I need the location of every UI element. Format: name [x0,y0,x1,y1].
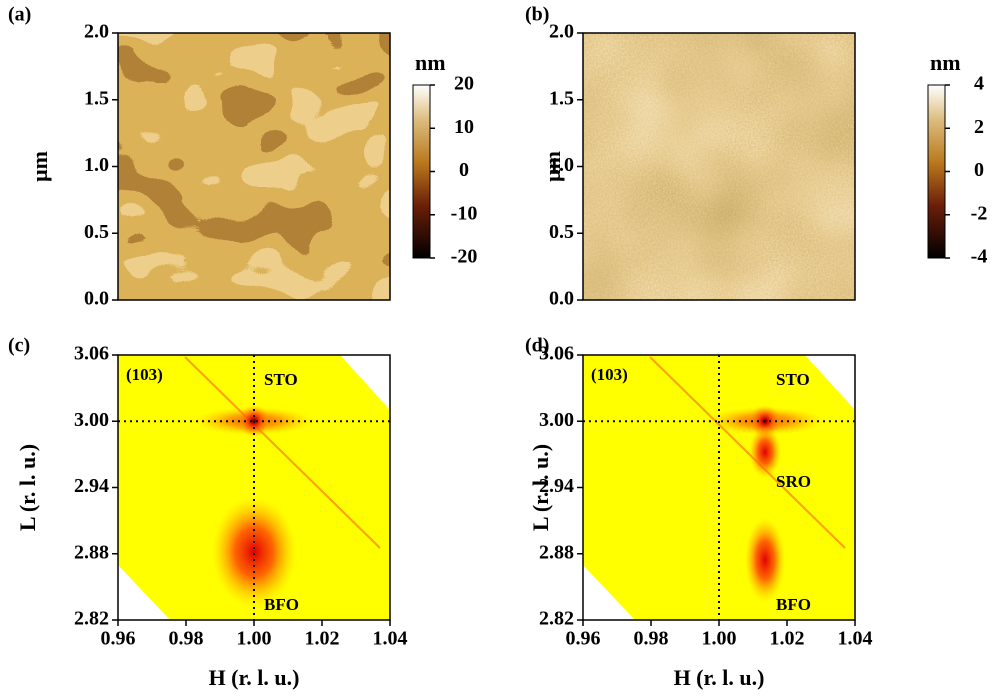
colorbar-tick-label: -2 [971,202,988,224]
y-tick-label: 2.94 [539,475,574,497]
colorbar-tick-label: 20 [454,73,474,95]
afm-image [583,33,855,300]
x-tick-label: 0.98 [169,628,204,650]
y-axis-title: μm [540,151,565,182]
colorbar [927,84,946,259]
colorbar-tick-label: -20 [451,246,478,268]
y-tick-label: 1.0 [84,154,109,176]
annotation: SRO [776,472,811,491]
y-tick-label: 1.5 [84,87,109,109]
y-tick-label: 2.0 [84,21,109,43]
y-tick-label: 2.82 [74,608,109,630]
x-tick-label: 1.00 [237,628,272,650]
y-tick-label: 3.06 [539,343,574,365]
colorbar-tick-label: 2 [974,116,984,138]
y-tick-label: 0.5 [84,221,109,243]
colorbar-tick-label: -4 [971,246,988,268]
colorbar-tick-label: 0 [974,159,984,181]
x-tick-label: 1.02 [305,628,340,650]
annotation: BFO [776,595,811,614]
annotation: (103) [591,365,628,384]
y-tick-label: 2.82 [539,608,574,630]
x-tick-label: 1.04 [373,628,408,650]
y-tick-label: 2.0 [549,21,574,43]
y-tick-label: 3.00 [74,409,109,431]
panel-label: (c) [8,335,30,357]
colorbar [412,84,431,259]
annotation: BFO [264,595,299,614]
x-axis-title: H (r. l. u.) [209,665,300,690]
y-tick-label: 0.0 [549,288,574,310]
y-tick-label: 0.0 [84,288,109,310]
x-tick-label: 0.96 [566,628,601,650]
panel-label: (d) [525,335,549,357]
x-tick-label: 0.96 [101,628,136,650]
x-tick-label: 1.02 [770,628,805,650]
y-tick-label: 2.88 [539,541,574,563]
colorbar-tick-label: 4 [974,73,984,95]
y-tick-label: 1.0 [549,154,574,176]
colorbar-tick-label: 0 [459,159,469,181]
x-axis-title: H (r. l. u.) [674,665,765,690]
colorbar-label: nm [930,50,961,75]
y-axis-title: L (r. l. u.) [528,444,553,531]
annotation: (103) [126,365,163,384]
afm-image [118,33,390,300]
y-tick-label: 3.06 [74,343,109,365]
x-tick-label: 0.98 [634,628,669,650]
x-tick-label: 1.00 [702,628,737,650]
y-tick-label: 3.00 [539,409,574,431]
y-axis-title: μm [27,151,52,182]
x-tick-label: 1.04 [838,628,873,650]
annotation: STO [776,370,810,389]
panel-label: (a) [8,4,31,26]
y-tick-label: 1.5 [549,87,574,109]
colorbar-label: nm [415,50,446,75]
y-tick-label: 2.94 [74,475,109,497]
y-tick-label: 2.88 [74,541,109,563]
annotation: STO [264,370,298,389]
colorbar-tick-label: 10 [454,116,474,138]
y-tick-label: 0.5 [549,221,574,243]
colorbar-tick-label: -10 [451,202,478,224]
panel-label: (b) [525,4,549,26]
y-axis-title: L (r. l. u.) [15,444,40,531]
